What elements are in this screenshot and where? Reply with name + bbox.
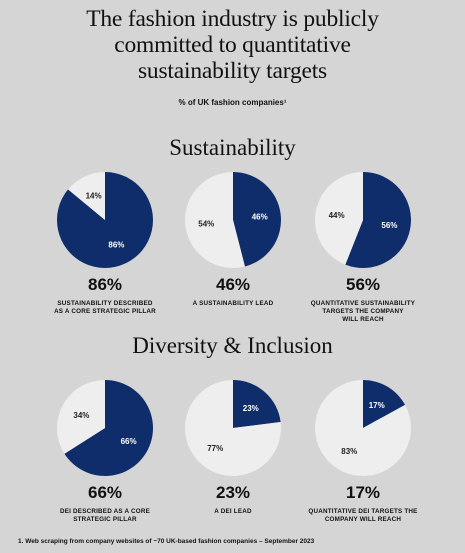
caption-line: STRATEGIC PILLAR [73,516,137,523]
title-line: committed to quantitative [114,32,351,58]
slice-data-label: 86% [108,240,124,249]
pie-chart: 66% 34% 66% DEI DESCRIBED AS A CORE STRATEGI… [40,378,170,524]
pie-svg: 66% 34% [56,380,153,476]
headline-value: 66% [87,483,123,502]
pie-svg: 86% 14% [57,172,154,268]
headline-value: 56% [345,275,381,294]
title-line: sustainability targets [137,58,328,84]
page-title: The fashion industry is publicly committ… [0,6,465,84]
caption-line: TARGETS THE COMPANY [322,308,404,315]
caption-line: QUANTITATIVE SUSTAINABILITY [310,300,416,307]
pie-chart: 46% 54% 46% A SUSTAINABILITY LEAD [168,170,298,308]
headline-value: 23% [215,483,251,502]
caption-line: QUANTITATIVE DEI TARGETS THE [308,508,418,515]
pie-caption: DEI DESCRIBED AS A CORE STRATEGIC PILLAR [40,508,170,524]
pie-chart: 86% 14% 86% SUSTAINABILITY DESCRIBED AS A CO… [40,170,170,316]
headline-value: 17% [345,483,381,502]
caption-line: COMPANY WILL REACH [324,516,402,523]
pie-slice-highlight [345,172,411,268]
pie-caption: A DEI LEAD [168,508,298,516]
pie-chart: 23% 77% 23% A DEI LEAD [168,378,298,516]
pie-slice-rest [68,172,105,220]
pie-svg: 23% 77% [184,380,281,476]
slice-data-label: 23% [243,404,259,413]
title-line: The fashion industry is publicly [86,6,379,32]
slice-data-label: 66% [121,437,137,446]
slice-data-label: 46% [252,213,268,222]
pie-chart: 56% 44% 56% QUANTITATIVE SUSTAINABILITY TARG… [298,170,428,324]
pie-caption: QUANTITATIVE SUSTAINABILITY TARGETS THE C… [298,300,428,324]
pie-slice-rest [314,380,411,476]
slice-data-label: 83% [341,447,357,456]
caption-line: A DEI LEAD [214,508,252,515]
pie-slice-rest [184,172,245,268]
section-heading-sustainability: Sustainability [169,135,296,160]
slice-data-label: 14% [86,192,102,201]
pie-caption: QUANTITATIVE DEI TARGETS THE COMPANY WILL… [298,508,428,524]
pie-svg: 17% 83% [314,380,411,476]
chart-subtitle: % of UK fashion companies¹ [178,98,287,107]
pie-slice-rest [56,380,105,454]
section-heading-diversity-inclusion: Diversity & Inclusion [132,333,333,358]
pie-svg: 46% 54% [184,172,281,268]
slice-data-label: 17% [369,401,385,410]
caption-line: DEI DESCRIBED AS A CORE [60,508,150,515]
pie-caption: A SUSTAINABILITY LEAD [168,300,298,308]
pie-slice-highlight [233,380,281,428]
pie-svg: 56% 44% [314,172,411,268]
pie-slice-rest [314,172,363,265]
pie-slice-highlight [363,380,406,428]
slice-data-label: 56% [381,221,397,230]
slice-data-label: 44% [329,211,345,220]
slice-data-label: 77% [207,444,223,453]
slice-data-label: 54% [198,219,214,228]
pie-slice-rest [184,380,281,476]
pie-slice-highlight [57,172,154,268]
slice-data-label: 34% [73,411,89,420]
pie-slice-highlight [233,172,281,267]
caption-line: A SUSTAINABILITY LEAD [192,300,274,307]
pie-chart: 17% 83% 17% QUANTITATIVE DEI TARGETS THE COM… [298,378,428,524]
pie-caption: SUSTAINABILITY DESCRIBED AS A CORE STRATE… [40,300,170,316]
caption-line: AS A CORE STRATEGIC PILLAR [54,308,156,315]
pie-slice-highlight [64,380,153,476]
headline-value: 86% [87,275,123,294]
caption-line: WILL REACH [342,316,384,323]
headline-value: 46% [215,275,251,294]
footnote: 1. Web scraping from company websites of… [18,538,315,545]
caption-line: SUSTAINABILITY DESCRIBED [57,300,153,307]
